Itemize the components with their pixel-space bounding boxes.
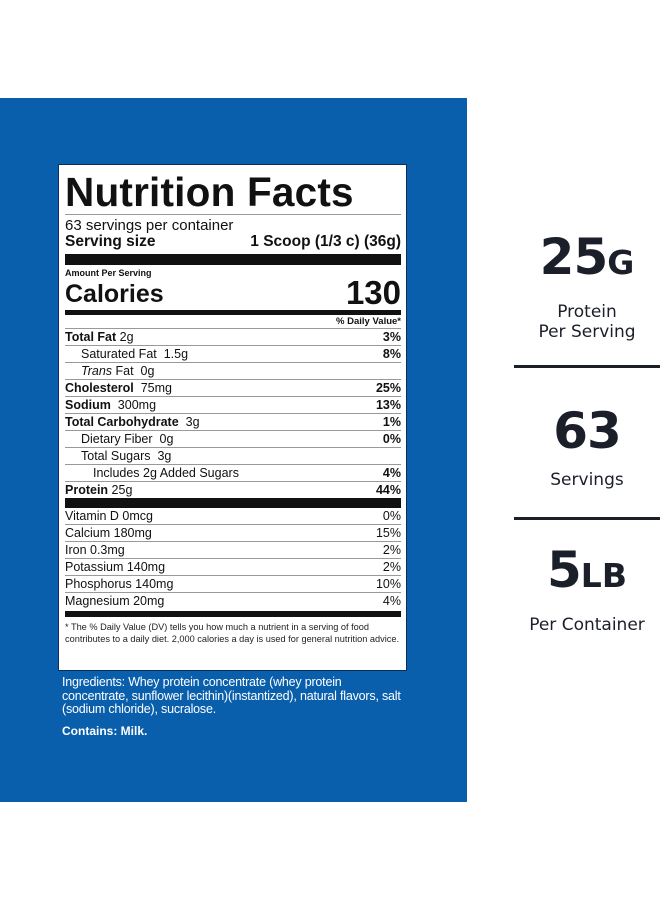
- vitamin-row-phosphorus: Phosphorus 140mg 10%: [65, 577, 401, 593]
- stat-protein-caption: Protein: [557, 302, 617, 322]
- stat-protein-caption-2: Per Serving: [538, 322, 636, 342]
- stat-servings: 63 Servings: [514, 406, 660, 490]
- serving-size-value: 1 Scoop (1/3 c) (36g): [250, 233, 401, 250]
- serving-size-row: Serving size 1 Scoop (1/3 c) (36g): [65, 233, 401, 250]
- nutrient-row-dietary-fiber: Dietary Fiber 0g 0%: [65, 430, 401, 447]
- allergen-statement: Contains: Milk.: [62, 724, 148, 738]
- calories-label: Calories: [65, 280, 164, 308]
- stat-weight-caption: Per Container: [529, 615, 645, 635]
- nutrient-row-trans-fat: Trans Fat 0g: [65, 362, 401, 379]
- nutrient-row-total-fat: Total Fat 2g 3%: [65, 328, 401, 344]
- stat-divider: [514, 365, 660, 368]
- servings-per-container: 63 servings per container: [65, 217, 234, 234]
- vitamin-row-magnesium: Magnesium 20mg 4%: [65, 594, 401, 608]
- vitamin-row-iron: Iron 0.3mg 2%: [65, 543, 401, 559]
- thick-divider: [65, 498, 401, 508]
- stat-protein-value: 25G: [539, 228, 635, 286]
- nutrient-row-protein: Protein 25g 44%: [65, 481, 401, 497]
- divider: [65, 214, 401, 215]
- medium-divider: [65, 310, 401, 315]
- stat-servings-value: 63: [553, 402, 622, 460]
- medium-divider: [65, 611, 401, 617]
- daily-value-footnote: * The % Daily Value (DV) tells you how m…: [65, 622, 400, 644]
- vitamin-row-calcium: Calcium 180mg 15%: [65, 526, 401, 542]
- nutrient-row-cholesterol: Cholesterol 75mg 25%: [65, 379, 401, 395]
- nutrient-row-added-sugars: Includes 2g Added Sugars 4%: [65, 464, 401, 481]
- nutrient-row-saturated-fat: Saturated Fat 1.5g 8%: [65, 345, 401, 362]
- vitamins-list: Vitamin D 0mcg 0% Calcium 180mg 15% Iron 0…: [65, 508, 401, 610]
- daily-value-header: % Daily Value*: [336, 316, 401, 327]
- nutrient-row-total-carbohydrate: Total Carbohydrate 3g 1%: [65, 413, 401, 429]
- calories-row: Calories 130: [65, 274, 401, 311]
- vitamin-row-potassium: Potassium 140mg 2%: [65, 560, 401, 576]
- stat-divider: [514, 517, 660, 520]
- stat-servings-caption: Servings: [550, 470, 624, 490]
- calories-value: 130: [345, 274, 401, 311]
- serving-size-label: Serving size: [65, 233, 156, 250]
- thick-divider: [65, 254, 401, 265]
- vitamin-row-vitamin-d: Vitamin D 0mcg 0%: [65, 509, 401, 525]
- ingredients-text: Ingredients: Whey protein concentrate (w…: [62, 675, 401, 716]
- stat-container-weight: 5LB Per Container: [514, 545, 660, 635]
- amount-per-serving: Amount Per Serving: [65, 268, 152, 278]
- stat-weight-value: 5LB: [547, 541, 627, 599]
- nutrient-row-total-sugars: Total Sugars 3g: [65, 447, 401, 464]
- label-title: Nutrition Facts: [65, 169, 354, 215]
- stat-protein: 25G Protein Per Serving: [514, 232, 660, 342]
- nutrition-facts-label: Nutrition Facts 63 servings per containe…: [58, 164, 407, 671]
- nutrient-row-sodium: Sodium 300mg 13%: [65, 396, 401, 412]
